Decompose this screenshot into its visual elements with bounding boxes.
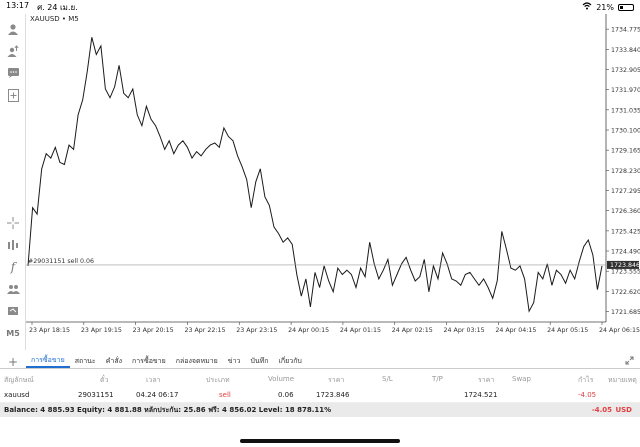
- tab-orders[interactable]: คำสั่ง: [105, 357, 123, 365]
- y-tick-label: 1732.905: [611, 67, 640, 74]
- current-price-tag: [607, 260, 639, 269]
- x-tick-label: 24 Apr 01:15: [340, 327, 381, 334]
- cell-ticket: 29031151: [78, 391, 114, 399]
- tab-history[interactable]: การซื้อขาย: [132, 357, 166, 365]
- col-swap: Swap: [512, 375, 531, 383]
- x-tick-label: 23 Apr 22:15: [184, 327, 225, 334]
- col-price: ราคา: [478, 376, 495, 384]
- chart-symbol-label: XAUUSD • M5: [30, 15, 79, 23]
- col-open-price: ราคา: [328, 376, 345, 384]
- user-upload-icon[interactable]: [4, 42, 22, 60]
- cell-symbol: xauusd: [4, 391, 30, 399]
- col-sl: S/L: [382, 375, 393, 383]
- balance-profit: -4.05: [591, 406, 612, 414]
- x-tick-label: 24 Apr 05:15: [547, 327, 588, 334]
- x-tick-label: 23 Apr 20:15: [133, 327, 174, 334]
- col-comment: หมายเหตุ: [608, 376, 637, 384]
- chart-canvas: 1734.775 1733.840 1732.905 1731.970 1731.035…: [26, 14, 640, 334]
- home-indicator: [240, 439, 400, 443]
- x-tick-label: 24 Apr 02:15: [392, 327, 433, 334]
- x-tick-label: 23 Apr 19:15: [81, 327, 122, 334]
- timeframe-m5-icon[interactable]: M5: [6, 328, 20, 338]
- price-chart[interactable]: XAUUSD • M5 1734.775 1733.840 1732.905 1731…: [26, 14, 640, 350]
- y-tick-label: 1723.555: [611, 269, 640, 276]
- tab-positions[interactable]: สถานะ: [74, 357, 96, 365]
- cell-price: 1724.521: [464, 391, 498, 399]
- y-tick-label: 1727.295: [611, 188, 640, 195]
- table-header: สัญลักษณ์ ตั๋ว เวลา ประเภท Volume ราคา S…: [0, 371, 640, 387]
- y-tick-label: 1721.685: [611, 309, 640, 316]
- group-icon[interactable]: [4, 280, 22, 298]
- y-tick-label: 1725.425: [611, 228, 640, 235]
- wifi-icon: [582, 2, 592, 12]
- col-tp: T/P: [432, 375, 443, 383]
- balance-currency: USD: [615, 406, 632, 414]
- y-tick-label: 1730.100: [611, 128, 640, 135]
- expand-icon[interactable]: [625, 356, 634, 368]
- tab-news[interactable]: ข่าว: [227, 357, 241, 365]
- function-icon[interactable]: f: [10, 260, 16, 274]
- person-icon[interactable]: [4, 20, 22, 38]
- x-tick-label: 24 Apr 00:15: [288, 327, 329, 334]
- y-tick-label: 1728.230: [611, 168, 640, 175]
- cell-open-price: 1723.846: [316, 391, 350, 399]
- new-document-icon[interactable]: [4, 86, 22, 104]
- y-tick-label: 1731.970: [611, 87, 640, 94]
- x-tick-label: 23 Apr 23:15: [236, 327, 277, 334]
- cell-time: 04.24 06:17: [136, 391, 179, 399]
- cell-type: sell: [219, 391, 231, 399]
- col-ticket: ตั๋ว: [100, 376, 109, 384]
- y-tick-label: 1722.620: [611, 289, 640, 296]
- col-time: เวลา: [146, 376, 161, 384]
- col-volume: Volume: [268, 375, 295, 383]
- y-tick-label: 1733.840: [611, 47, 640, 54]
- chart-symbol: XAUUSD: [30, 15, 60, 23]
- chat-icon[interactable]: [4, 64, 22, 82]
- x-tick-label: 23 Apr 18:15: [29, 327, 70, 334]
- current-price-label: 1723.846: [610, 262, 640, 269]
- crosshair-icon[interactable]: [4, 214, 22, 232]
- bottom-tabs: + การซื้อขาย สถานะ คำสั่ง การซื้อขาย กล่…: [0, 355, 640, 369]
- y-tick-label: 1729.165: [611, 148, 640, 155]
- status-date: ศ. 24 เม.ย.: [37, 2, 78, 12]
- col-symbol: สัญลักษณ์: [4, 376, 34, 384]
- y-tick-label: 1734.775: [611, 27, 640, 34]
- y-tick-label: 1724.490: [611, 249, 640, 256]
- objects-icon[interactable]: [4, 236, 22, 254]
- tab-journal[interactable]: บันทึก: [250, 357, 269, 365]
- tab-trade[interactable]: การซื้อขาย: [26, 355, 70, 368]
- add-icon[interactable]: +: [7, 354, 19, 369]
- status-bar: 13:17 ศ. 24 เม.ย. 21%: [0, 0, 640, 14]
- tab-about[interactable]: เกี่ยวกับ: [278, 357, 302, 365]
- y-tick-label: 1726.360: [611, 208, 640, 215]
- y-tick-label: 1731.035: [611, 107, 640, 114]
- tab-mailbox[interactable]: กล่องจดหมาย: [175, 357, 218, 365]
- battery-percent: 21%: [596, 2, 614, 12]
- chart-timeframe: M5: [68, 15, 79, 23]
- battery-icon: [618, 3, 634, 11]
- side-toolbar: f M5: [0, 14, 26, 350]
- price-series-line: [27, 37, 603, 313]
- x-tick-label: 24 Apr 06:15: [599, 327, 640, 334]
- cell-volume: 0.06: [278, 391, 294, 399]
- status-time: 13:17: [6, 0, 30, 10]
- order-line-label: #29031151 sell 0.06: [28, 258, 94, 265]
- table-row[interactable]: xauusd 29031151 04.24 06:17 sell 0.06 17…: [0, 387, 640, 403]
- periods-icon[interactable]: [4, 302, 22, 320]
- x-tick-label: 24 Apr 04:15: [495, 327, 536, 334]
- balance-row: Balance: 4 885.93 Equity: 4 881.88 หลักป…: [0, 403, 640, 417]
- cell-profit: -4.05: [578, 391, 597, 399]
- trade-table: สัญลักษณ์ ตั๋ว เวลา ประเภท Volume ราคา S…: [0, 371, 640, 403]
- col-profit: กำไร: [578, 376, 594, 384]
- x-tick-label: 24 Apr 03:15: [444, 327, 485, 334]
- col-type: ประเภท: [206, 376, 230, 384]
- balance-text: Balance: 4 885.93 Equity: 4 881.88 หลักป…: [4, 405, 332, 414]
